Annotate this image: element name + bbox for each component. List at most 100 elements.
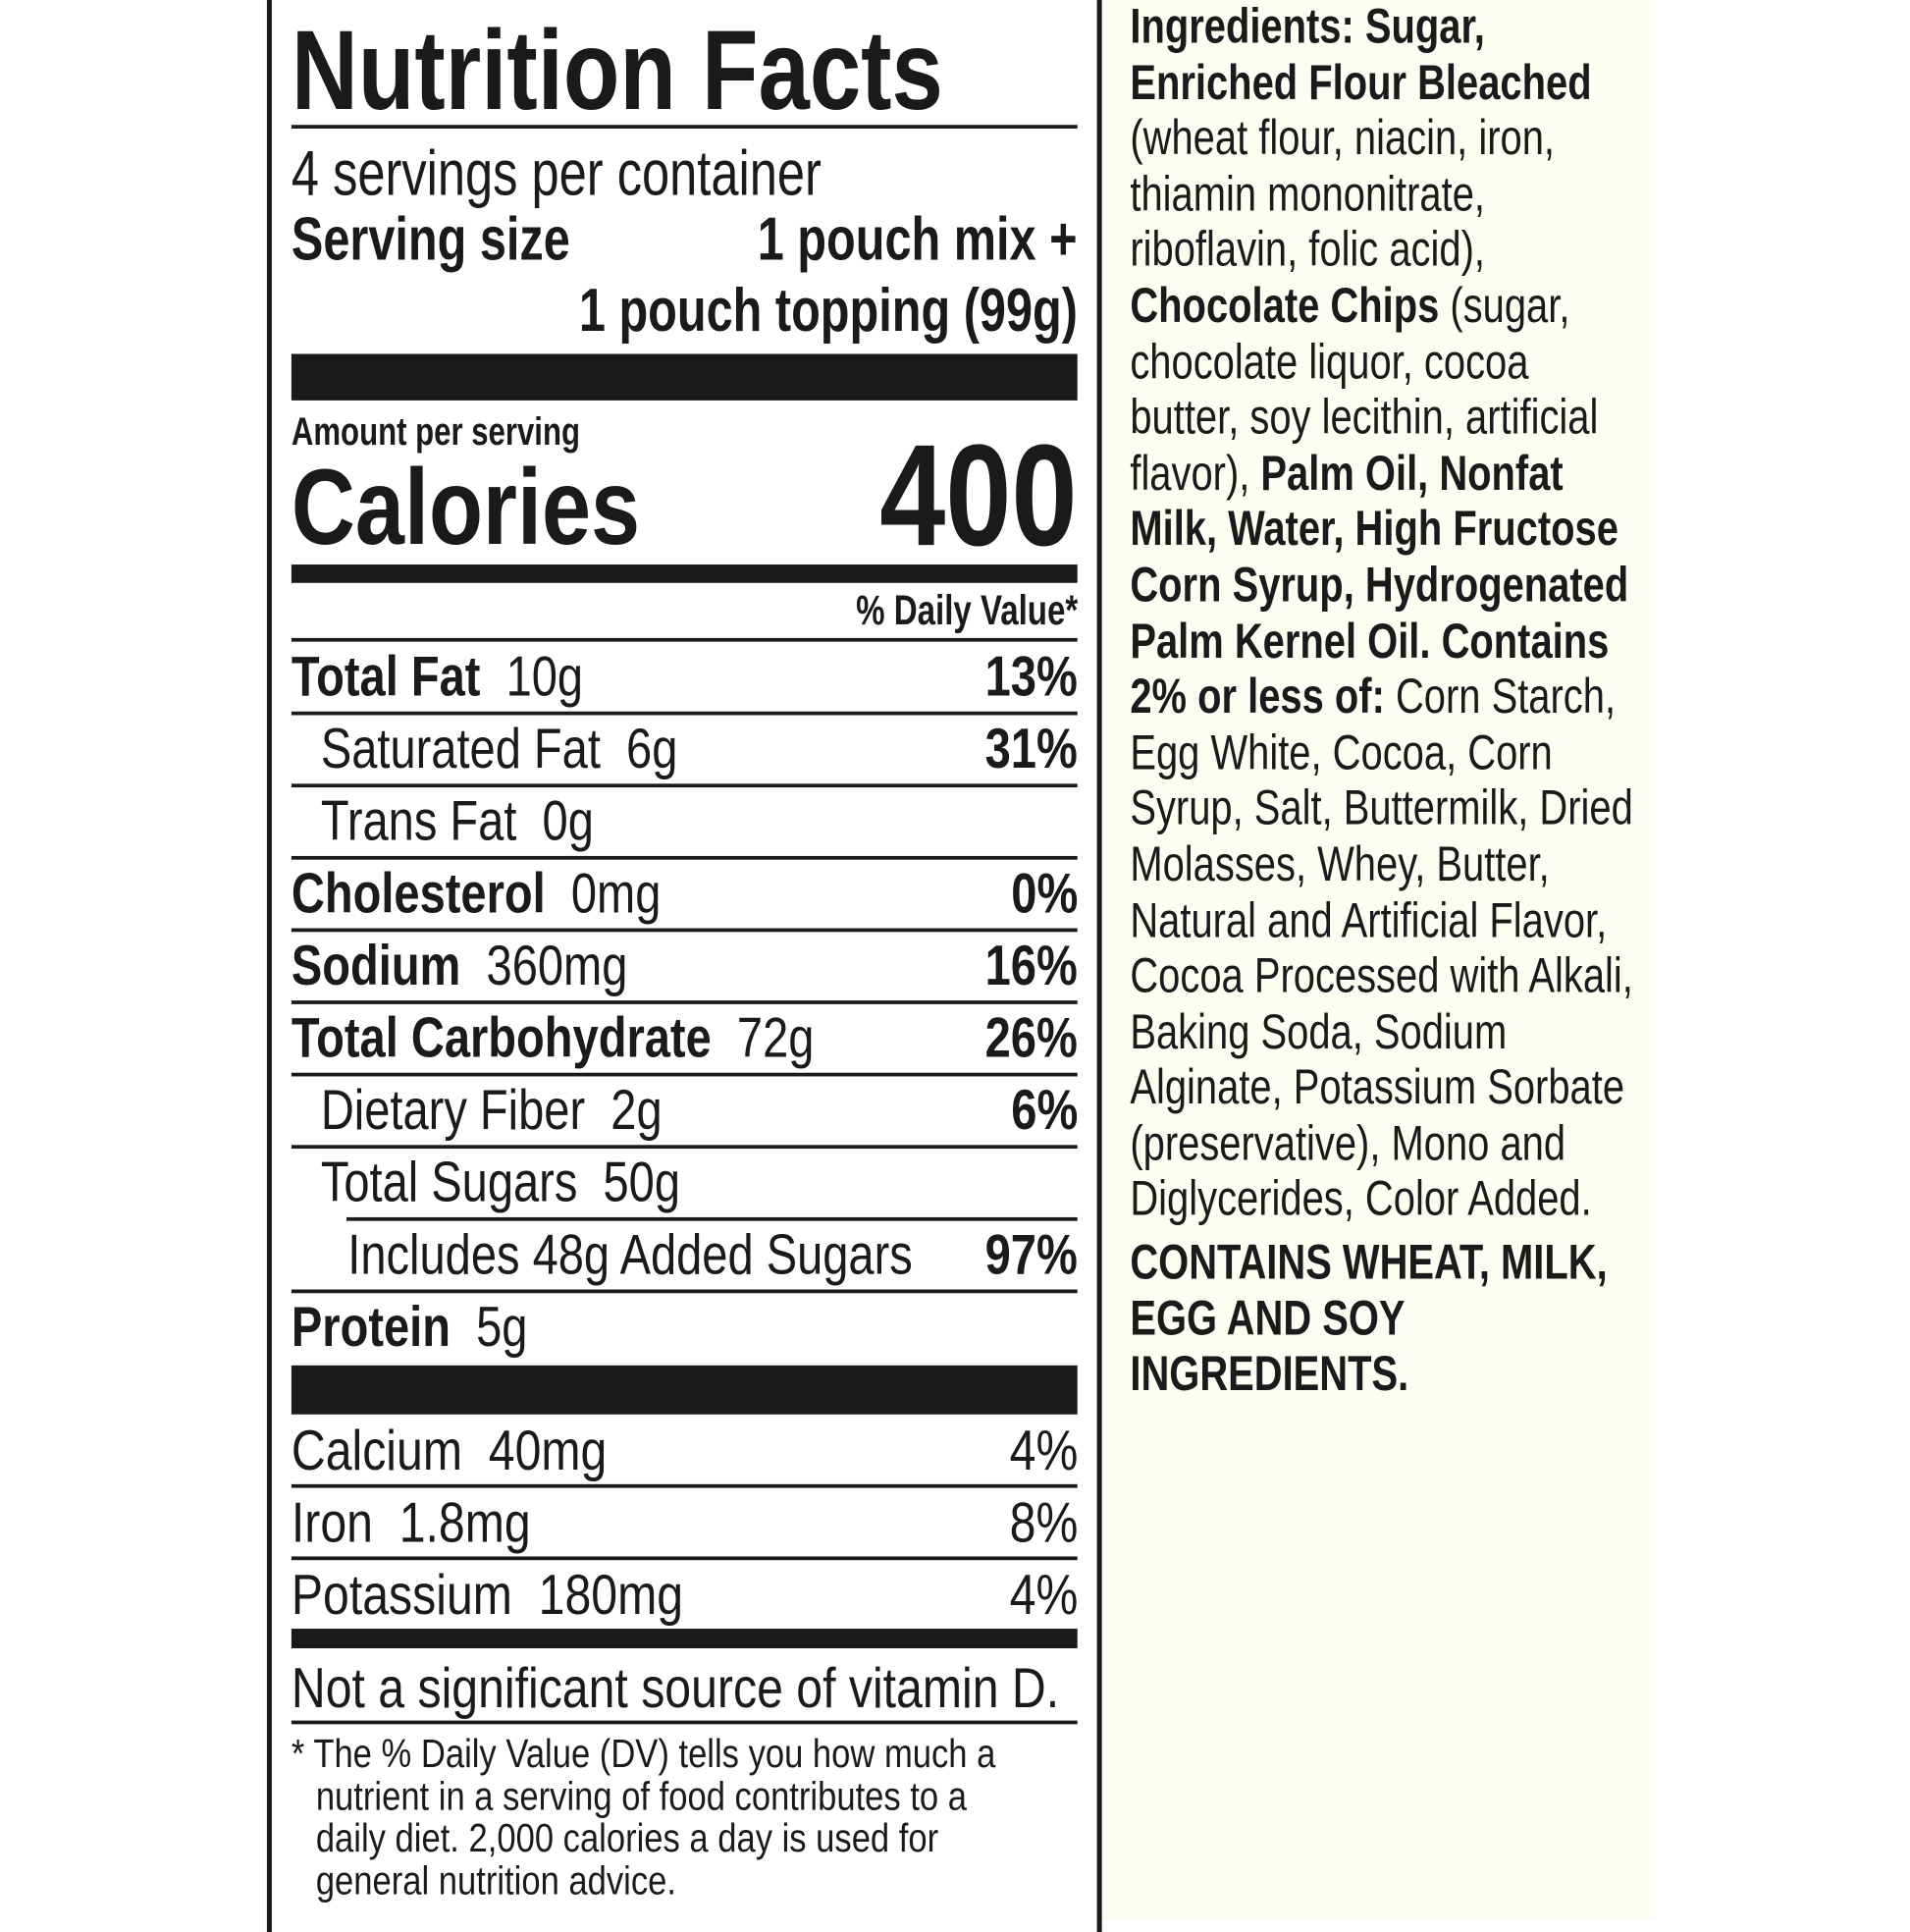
nutrient-name: Trans Fat xyxy=(320,788,517,853)
ingredients-line: riboflavin, folic acid), xyxy=(1130,223,1759,279)
ingredient-text: Diglycerides, Color Added. xyxy=(1130,1172,1592,1227)
row-divider xyxy=(291,711,1078,716)
row-divider xyxy=(291,1145,1078,1150)
nutrient-row: Total Fat 10g 13% xyxy=(292,640,1078,711)
nutrient-name: Sodium xyxy=(291,933,461,997)
row-divider xyxy=(291,1483,1078,1488)
row-divider xyxy=(291,928,1078,933)
nutrient-row: Protein 5g xyxy=(292,1291,1078,1362)
nutrient-amount: 6g xyxy=(626,716,678,780)
footnote-line: nutrient in a serving of food contribute… xyxy=(315,1772,967,1818)
ingredient-text: Palm Oil, Nonfat xyxy=(1260,446,1564,501)
ingredients-line: Cocoa Processed with Alkali, xyxy=(1130,949,1759,1005)
ingredients-line: 2% or less of: Corn Starch, xyxy=(1130,670,1759,725)
allergen-statement-line: CONTAINS WHEAT, MILK, xyxy=(1130,1235,1608,1290)
allergen-statement-line: EGG AND SOY xyxy=(1130,1291,1406,1346)
ingredients-line: Palm Kernel Oil. Contains xyxy=(1130,615,1759,671)
calories-label: Calories xyxy=(291,446,641,567)
ingredient-text: Egg White, Cocoa, Corn xyxy=(1130,725,1553,780)
servings-per-container: 4 servings per container xyxy=(291,137,822,210)
mineral-name: Calcium xyxy=(291,1418,462,1482)
nutrient-name: Dietary Fiber xyxy=(320,1077,586,1142)
nutrient-amount: 0g xyxy=(542,788,594,853)
nutrition-facts-panel xyxy=(266,0,1102,1932)
mineral-amount: 180mg xyxy=(538,1562,684,1627)
ingredients-line: Diglycerides, Color Added. xyxy=(1130,1172,1759,1228)
ingredient-text: butter, soy lecithin, artificial xyxy=(1130,391,1599,446)
ingredients-line: Milk, Water, High Fructose xyxy=(1130,503,1759,559)
ingredients-line: Natural and Artificial Flavor, xyxy=(1130,893,1759,949)
ingredients-line: butter, soy lecithin, artificial xyxy=(1130,391,1759,447)
allergen-statement-line: INGREDIENTS. xyxy=(1130,1347,1409,1402)
nutrient-row: Cholesterol 0mg 0% xyxy=(292,857,1078,928)
nutrient-daily-value: 16% xyxy=(984,933,1078,997)
row-divider xyxy=(291,1556,1078,1561)
ingredient-text: 2% or less of: xyxy=(1130,670,1385,724)
ingredients-line: Molasses, Whey, Butter, xyxy=(1130,837,1759,893)
ingredient-text: Corn Starch, xyxy=(1384,670,1617,724)
ingredient-text: Alginate, Potassium Sorbate xyxy=(1130,1060,1625,1115)
nutrient-row: Total Sugars 50g xyxy=(292,1147,1078,1217)
divider xyxy=(291,1720,1078,1725)
ingredients-line: flavor), Palm Oil, Nonfat xyxy=(1130,447,1759,503)
nutrient-amount: 50g xyxy=(603,1150,681,1214)
ingredient-text: riboflavin, folic acid), xyxy=(1130,223,1485,278)
nutrient-row: Saturated Fat 6g 31% xyxy=(292,713,1078,783)
ingredients-line: Chocolate Chips (sugar, xyxy=(1130,279,1759,335)
ingredient-text: Palm Kernel Oil. Contains xyxy=(1130,614,1610,669)
ingredient-text: thiamin mononitrate, xyxy=(1130,167,1486,222)
nutrient-name: Total Fat xyxy=(291,644,481,708)
ingredient-text: flavor), xyxy=(1130,446,1261,501)
nutrient-amount: 10g xyxy=(505,644,584,708)
vitamin-d-note: Not a significant source of vitamin D. xyxy=(291,1655,1060,1720)
nutrient-row: Total Carbohydrate 72g 26% xyxy=(292,1001,1078,1072)
row-divider xyxy=(291,855,1078,860)
calories-value: 400 xyxy=(879,414,1078,577)
nutrient-row: Trans Fat 0g xyxy=(292,785,1078,856)
nutrient-daily-value: 0% xyxy=(1010,860,1078,925)
nutrient-amount: 0mg xyxy=(570,860,662,925)
nutrient-name: Saturated Fat xyxy=(320,716,601,780)
ingredients-list: Ingredients: Sugar, Enriched Flour Bleach… xyxy=(1130,0,1759,1403)
ingredients-line: (preservative), Mono and xyxy=(1130,1116,1759,1172)
thick-divider xyxy=(291,353,1078,401)
nutrient-amount: 360mg xyxy=(486,933,628,997)
serving-size-value-line1: 1 pouch mix + xyxy=(757,204,1078,274)
nutrient-row: Includes 48g Added Sugars 97% xyxy=(292,1218,1078,1289)
ingredient-text: Molasses, Whey, Butter, xyxy=(1130,837,1550,891)
medium-divider xyxy=(291,564,1078,583)
divider xyxy=(291,125,1078,129)
nutrient-daily-value: 26% xyxy=(984,1005,1078,1069)
ingredients-line: Corn Syrup, Hydrogenated xyxy=(1130,559,1759,615)
ingredients-line: Baking Soda, Sodium xyxy=(1130,1005,1759,1061)
ingredient-text: Natural and Artificial Flavor, xyxy=(1130,892,1608,947)
nutrient-name: Includes 48g Added Sugars xyxy=(347,1221,913,1286)
ingredient-text: Corn Syrup, Hydrogenated xyxy=(1130,558,1629,613)
row-divider xyxy=(291,1289,1078,1294)
mineral-name: Potassium xyxy=(291,1562,512,1627)
nutrient-name: Total Sugars xyxy=(320,1150,578,1214)
ingredients-line: (wheat flour, niacin, iron, xyxy=(1130,112,1759,168)
mineral-daily-value: 4% xyxy=(1009,1562,1078,1627)
divider xyxy=(291,637,1078,642)
nutrient-daily-value: 97% xyxy=(984,1221,1078,1286)
ingredients-line: Egg White, Cocoa, Corn xyxy=(1130,725,1759,781)
ingredients-panel-background xyxy=(1099,0,1656,1920)
nutrient-name: Protein xyxy=(291,1294,451,1359)
mineral-daily-value: 4% xyxy=(1009,1418,1078,1482)
serving-size-value-line2: 1 pouch topping (99g) xyxy=(578,275,1078,345)
ingredient-text: Cocoa Processed with Alkali, xyxy=(1130,948,1633,1003)
ingredient-text: Ingredients: Sugar, xyxy=(1130,0,1485,54)
nutrient-row: Sodium 360mg 16% xyxy=(292,930,1078,1000)
nutrient-amount: 2g xyxy=(610,1077,663,1142)
ingredient-text: (sugar, xyxy=(1439,279,1570,334)
mineral-name: Iron xyxy=(291,1490,373,1554)
nutrient-name: Cholesterol xyxy=(291,860,546,925)
nutrient-daily-value: 6% xyxy=(1010,1077,1078,1142)
ingredient-text: (wheat flour, niacin, iron, xyxy=(1130,111,1556,166)
mineral-row: Potassium 180mg 4% xyxy=(292,1559,1078,1630)
ingredients-line: Enriched Flour Bleached xyxy=(1130,56,1759,112)
row-divider xyxy=(291,783,1078,788)
ingredient-text: Baking Soda, Sodium xyxy=(1130,1004,1508,1059)
ingredient-text: chocolate liquor, cocoa xyxy=(1130,335,1529,390)
